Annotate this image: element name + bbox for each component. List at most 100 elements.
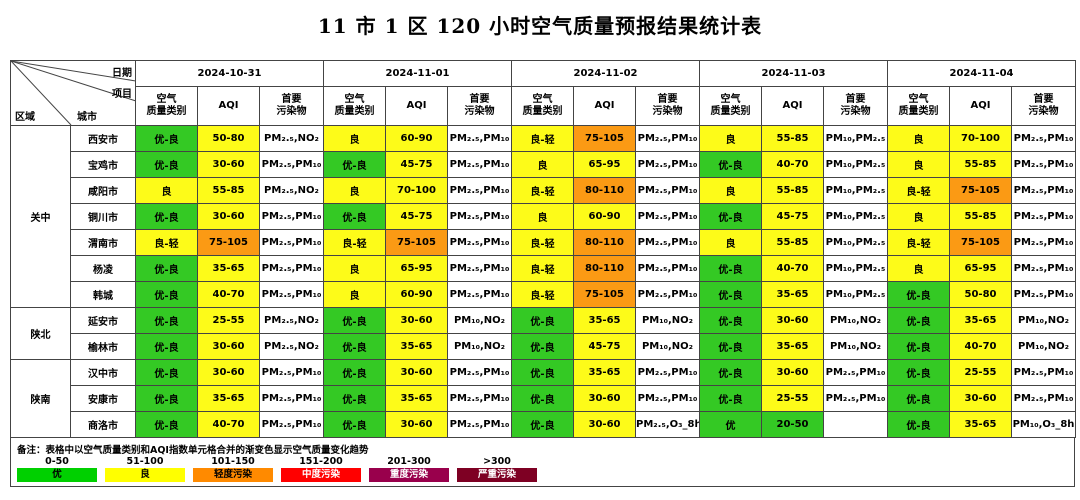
pollutant-cell: PM₂.₅,PM₁₀ [447, 385, 512, 412]
category-header: 空气 质量类别 [135, 86, 198, 126]
aqi-cell: 65-95 [573, 151, 636, 178]
category-cell: 良 [887, 203, 950, 230]
pollutant-cell: PM₂.₅,PM₁₀ [635, 385, 700, 412]
pollutant-cell: PM₂.₅,PM₁₀ [823, 359, 888, 386]
category-header: 空气 质量类别 [323, 86, 386, 126]
category-cell: 优-良 [887, 333, 950, 360]
aqi-cell: 30-60 [761, 359, 824, 386]
city-cell: 渭南市 [70, 229, 136, 256]
pollutant-cell: PM₂.₅,PM₁₀ [635, 177, 700, 204]
city-cell: 宝鸡市 [70, 151, 136, 178]
aqi-cell: 35-65 [949, 411, 1012, 438]
aqi-cell: 65-95 [385, 255, 448, 282]
pollutant-cell: PM₂.₅,PM₁₀ [635, 229, 700, 256]
category-cell: 优-良 [135, 151, 198, 178]
category-cell: 优-良 [323, 411, 386, 438]
aqi-cell: 55-85 [761, 125, 824, 152]
category-cell: 优-良 [135, 411, 198, 438]
aqi-cell: 70-100 [385, 177, 448, 204]
legend-swatch: 优 [17, 468, 97, 482]
category-cell: 优-良 [135, 333, 198, 360]
date-header-4: 2024-11-04 [887, 60, 1076, 87]
aqi-cell: 35-65 [385, 385, 448, 412]
aqi-cell: 30-60 [573, 385, 636, 412]
corner-region-label: 区域 [15, 112, 35, 123]
category-cell: 优-良 [887, 385, 950, 412]
category-cell: 优-良 [135, 125, 198, 152]
pollutant-cell: PM₂.₅,PM₁₀ [1011, 177, 1076, 204]
aqi-cell: 55-85 [949, 151, 1012, 178]
pollutant-header: 首要 污染物 [447, 86, 512, 126]
pollutant-cell: PM₂.₅,PM₁₀ [447, 229, 512, 256]
pollutant-cell: PM₁₀,PM₂.₅ [823, 229, 888, 256]
aqi-cell: 55-85 [761, 177, 824, 204]
aqi-cell: 80-110 [573, 229, 636, 256]
forecast-table-wrapper: 日期 项目 区域 城市 2024-10-31 2024-11-01 2024-11-… [10, 60, 1076, 487]
diagonal-lines [11, 61, 135, 125]
pollutant-cell: PM₁₀,NO₂ [635, 333, 700, 360]
corner-header-cell: 日期 项目 区域 城市 [10, 60, 136, 126]
aqi-cell: 35-65 [573, 307, 636, 334]
pollutant-cell: PM₂.₅,O₃_8h [635, 411, 700, 438]
region-cell: 陕南 [10, 359, 71, 438]
category-cell: 优-良 [699, 307, 762, 334]
region-cell: 陕北 [10, 307, 71, 360]
aqi-cell: 80-110 [573, 177, 636, 204]
pollutant-header: 首要 污染物 [823, 86, 888, 126]
aqi-cell: 35-65 [573, 359, 636, 386]
aqi-cell: 35-65 [949, 307, 1012, 334]
region-cell: 关中 [10, 125, 71, 308]
pollutant-cell: PM₂.₅,PM₁₀ [447, 151, 512, 178]
legend-swatch: 严重污染 [457, 468, 537, 482]
aqi-cell: 60-90 [385, 281, 448, 308]
pollutant-cell: PM₂.₅,PM₁₀ [635, 281, 700, 308]
city-cell: 杨凌 [70, 255, 136, 282]
category-cell: 优-良 [699, 255, 762, 282]
category-cell: 良-轻 [511, 255, 574, 282]
aqi-header: AQI [385, 86, 448, 126]
aqi-cell: 55-85 [949, 203, 1012, 230]
legend-swatch: 轻度污染 [193, 468, 273, 482]
table-row: 商洛市 优-良 40-70 PM₂.₅,PM₁₀ 优-良 30-60 PM₂.₅,PM₁₀ 优… [11, 411, 1076, 438]
aqi-cell: 25-55 [949, 359, 1012, 386]
pollutant-cell: PM₂.₅,PM₁₀ [1011, 255, 1076, 282]
aqi-cell: 75-105 [385, 229, 448, 256]
category-cell: 优-良 [135, 359, 198, 386]
pollutant-cell: PM₂.₅,PM₁₀ [1011, 203, 1076, 230]
aqi-cell: 40-70 [761, 151, 824, 178]
date-header-2: 2024-11-02 [511, 60, 700, 87]
aqi-cell: 40-70 [197, 281, 260, 308]
pollutant-cell: PM₁₀,NO₂ [635, 307, 700, 334]
category-cell: 优-良 [699, 359, 762, 386]
forecast-table: 日期 项目 区域 城市 2024-10-31 2024-11-01 2024-11-… [10, 60, 1076, 438]
notes-text: 备注：表格中以空气质量类别和AQI指数单元格合并的渐变色显示空气质量变化趋势 [17, 445, 369, 456]
legend-swatch: 良 [105, 468, 185, 482]
category-cell: 良 [323, 281, 386, 308]
pollutant-cell: PM₂.₅,PM₁₀ [447, 359, 512, 386]
category-cell: 优 [699, 411, 762, 438]
corner-item-label: 项目 [112, 89, 132, 100]
category-cell: 优-良 [135, 385, 198, 412]
aqi-cell: 75-105 [949, 177, 1012, 204]
aqi-cell: 35-65 [761, 333, 824, 360]
legend-item: 201-300 重度污染 [369, 456, 449, 482]
date-header-0: 2024-10-31 [135, 60, 324, 87]
category-header: 空气 质量类别 [699, 86, 762, 126]
category-cell: 优-良 [887, 359, 950, 386]
legend-item: 151-200 中度污染 [281, 456, 361, 482]
pollutant-cell: PM₂.₅,PM₁₀ [447, 255, 512, 282]
aqi-header: AQI [949, 86, 1012, 126]
category-header: 空气 质量类别 [887, 86, 950, 126]
pollutant-header: 首要 污染物 [1011, 86, 1076, 126]
category-cell: 优-良 [135, 203, 198, 230]
city-cell: 韩城 [70, 281, 136, 308]
aqi-cell: 30-60 [385, 307, 448, 334]
aqi-cell: 30-60 [197, 151, 260, 178]
category-cell: 良-轻 [511, 281, 574, 308]
category-cell: 优-良 [887, 411, 950, 438]
category-cell: 良 [511, 151, 574, 178]
pollutant-header: 首要 污染物 [259, 86, 324, 126]
pollutant-cell: PM₂.₅,PM₁₀ [447, 125, 512, 152]
category-cell: 良 [887, 255, 950, 282]
aqi-cell: 25-55 [197, 307, 260, 334]
